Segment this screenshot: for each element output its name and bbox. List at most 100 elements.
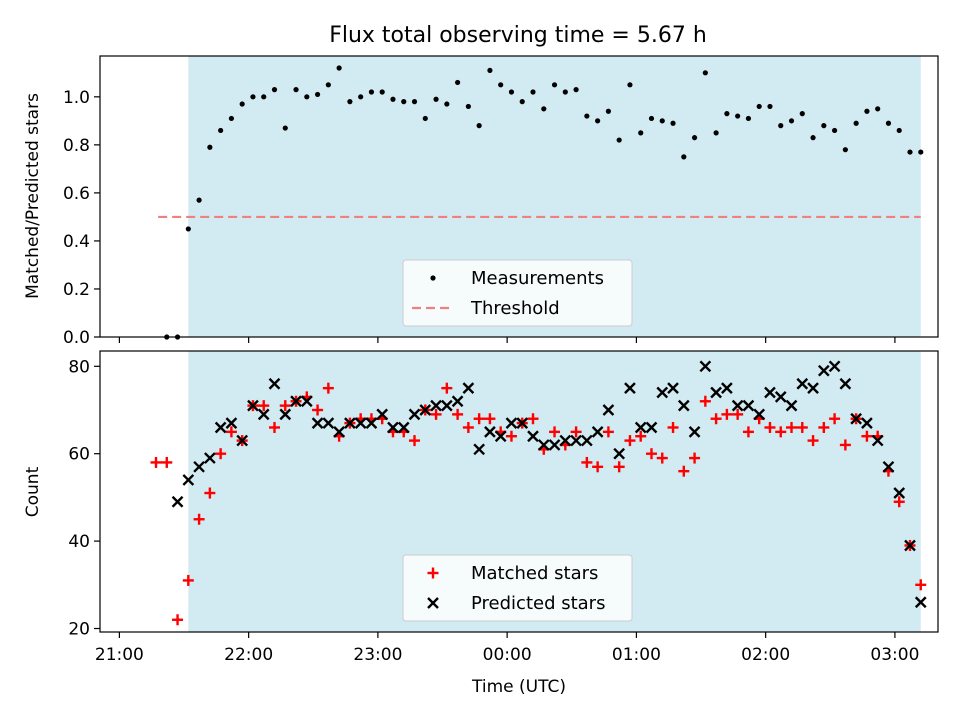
predicted-star-point <box>602 404 615 416</box>
bottom-x-tick-label: 00:00 <box>483 645 532 665</box>
predicted-star-point <box>516 417 529 429</box>
predicted-star-point <box>764 386 776 399</box>
matched-star-point <box>182 574 194 586</box>
measurement-point <box>271 87 278 93</box>
matched-star-point <box>645 448 657 460</box>
top-y-tick-label: 0.0 <box>63 328 90 348</box>
bottom-y-tick-label: 60 <box>68 445 90 465</box>
matched-star-point <box>689 452 701 464</box>
predicted-star-point <box>559 434 572 447</box>
matched-star-point <box>268 421 280 433</box>
matched-star-point <box>732 408 744 420</box>
matched-star-point <box>193 513 205 525</box>
measurement-point <box>767 103 773 110</box>
measurement-point <box>691 135 698 141</box>
matched-star-point <box>893 496 905 508</box>
measurement-point <box>314 91 321 98</box>
predicted-star-point <box>494 430 507 443</box>
measurement-point <box>325 82 331 88</box>
predicted-star-point <box>537 439 550 451</box>
matched-star-point <box>656 452 668 464</box>
measurement-point <box>573 87 579 93</box>
matched-star-point <box>699 395 711 407</box>
matched-star-point <box>764 421 776 433</box>
matched-star-point <box>807 435 819 447</box>
predicted-star-point <box>774 391 787 403</box>
measurement-point <box>293 87 299 93</box>
matched-star-point <box>258 400 270 412</box>
predicted-star-point <box>311 417 324 429</box>
top-x-ticks <box>118 337 896 343</box>
predicted-star-point <box>882 460 895 473</box>
predicted-star-point <box>225 417 238 429</box>
measurement-point <box>724 111 730 117</box>
legend-measurements-label: Measurements <box>471 268 604 289</box>
predicted-star-point <box>204 452 216 464</box>
measurement-point <box>616 137 622 143</box>
measurement-point <box>864 108 870 114</box>
measurement-point <box>368 89 375 95</box>
predicted-star-point <box>214 421 227 434</box>
measurement-point <box>821 123 827 129</box>
measurement-point <box>745 115 752 122</box>
predicted-star-point <box>247 399 259 412</box>
predicted-star-point <box>182 474 195 486</box>
bottom-y-tick-label: 20 <box>68 620 90 640</box>
x-axis-label: Time (UTC) <box>471 677 566 697</box>
measurement-point <box>842 147 848 153</box>
legend-measurements-marker <box>430 275 436 281</box>
legend-threshold-label: Threshold <box>470 298 560 319</box>
predicted-star-point <box>473 443 485 456</box>
measurement-point <box>347 99 353 105</box>
predicted-star-point <box>904 539 916 552</box>
measurement-point <box>530 89 536 95</box>
measurement-point <box>228 115 235 122</box>
predicted-star-point <box>397 421 410 434</box>
matched-star-point <box>818 421 830 433</box>
matched-star-point <box>915 579 927 591</box>
predicted-star-point <box>721 382 733 394</box>
top-y-tick-label: 0.6 <box>63 184 90 204</box>
measurement-point <box>562 89 568 95</box>
measurement-point <box>465 103 471 110</box>
predicted-star-point <box>333 425 345 438</box>
measurement-point <box>207 144 213 150</box>
predicted-star-point <box>753 408 766 421</box>
predicted-star-point <box>344 417 356 429</box>
predicted-star-point <box>236 434 249 447</box>
measurement-point <box>799 111 805 117</box>
matched-star-point <box>839 439 851 451</box>
predicted-star-point <box>871 434 884 447</box>
predicted-star-point <box>645 421 658 434</box>
matched-star-point <box>505 430 517 442</box>
bottom-x-tick-label: 01:00 <box>612 645 661 665</box>
bottom-legend: Matched stars Predicted stars <box>402 554 633 622</box>
top-panel: 0.0 0.2 0.4 0.6 0.8 1.0 Matched/Predicted sta… <box>23 55 939 348</box>
predicted-star-point <box>667 382 679 394</box>
matched-star-point <box>484 413 496 425</box>
matched-star-point <box>742 426 754 438</box>
top-y-tick-label: 0.2 <box>63 280 90 300</box>
predicted-star-point <box>430 399 442 412</box>
predicted-star-point <box>193 460 205 473</box>
predicted-star-point <box>581 434 593 447</box>
predicted-star-point <box>322 417 335 429</box>
top-y-axis-label: Matched/Predicted stars <box>23 93 43 299</box>
measurement-point <box>831 127 838 134</box>
bottom-x-tick-label: 03:00 <box>870 645 919 665</box>
predicted-star-point <box>484 425 496 438</box>
measurement-point <box>853 120 859 126</box>
matched-star-point <box>462 421 474 433</box>
predicted-star-point <box>440 399 453 412</box>
matched-star-point <box>549 426 561 438</box>
top-y-tick-label: 0.4 <box>63 232 90 252</box>
predicted-star-point <box>570 434 582 447</box>
measurement-point <box>476 123 482 129</box>
predicted-star-point <box>624 382 636 394</box>
measurement-point <box>702 70 708 76</box>
bottom-x-tick-label: 21:00 <box>95 645 144 665</box>
top-y-tick-label: 1.0 <box>63 88 90 108</box>
predicted-star-point <box>527 430 539 443</box>
matched-star-point <box>796 421 808 433</box>
predicted-star-point <box>828 360 841 373</box>
